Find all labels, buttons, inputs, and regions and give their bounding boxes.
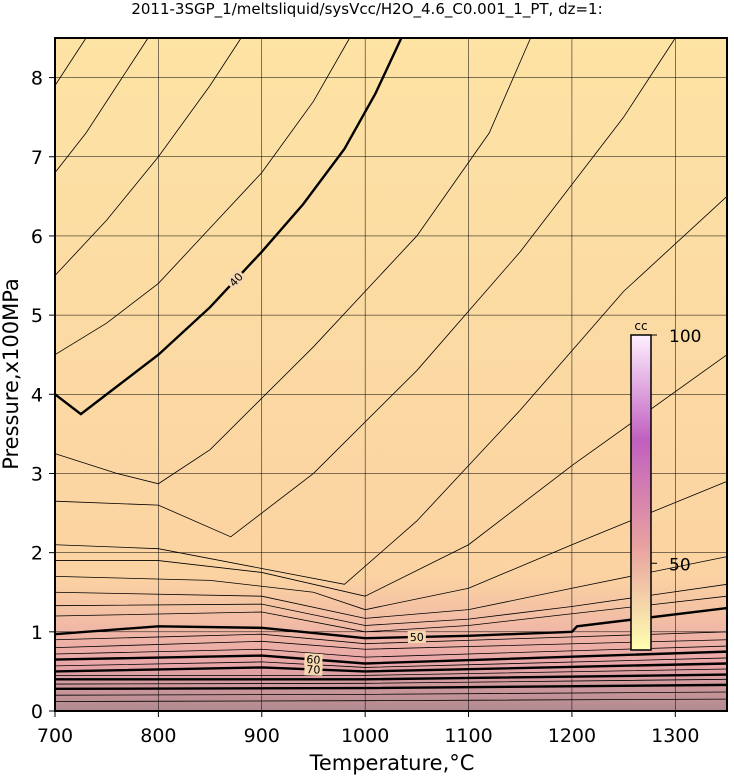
contour-line bbox=[54, 556, 728, 619]
contour-label: 70 bbox=[306, 663, 320, 677]
colorbar bbox=[630, 334, 652, 651]
contour-line bbox=[54, 678, 728, 685]
contour-line bbox=[55, 354, 728, 597]
contour-line bbox=[54, 595, 728, 633]
contour-label-bg bbox=[407, 630, 426, 644]
contour-line bbox=[54, 631, 728, 645]
contour-line bbox=[54, 683, 728, 691]
contour-line bbox=[54, 645, 728, 658]
colorbar-label: cc bbox=[634, 319, 647, 333]
contour-label-bg bbox=[225, 268, 247, 291]
chart-title: 2011-3SGP_1/meltsliquid/sysVcc/H2O_4.6_C… bbox=[131, 0, 602, 19]
contour-line bbox=[54, 691, 728, 696]
contour-label-bg bbox=[304, 663, 323, 676]
contour-line bbox=[55, 668, 728, 676]
y-tick-label: 8 bbox=[31, 68, 43, 90]
x-tick-label: 1000 bbox=[341, 725, 389, 747]
contour-line bbox=[54, 37, 149, 173]
contour-line bbox=[54, 37, 87, 86]
y-tick-label: 5 bbox=[31, 305, 43, 327]
x-tick-label: 1100 bbox=[444, 725, 492, 747]
contour-line bbox=[54, 196, 728, 585]
contour-line bbox=[55, 673, 728, 681]
contour-label-bg bbox=[304, 652, 323, 667]
x-tick-label: 800 bbox=[140, 725, 176, 747]
y-axis-label: Pressure,x100MPa bbox=[0, 278, 23, 470]
y-tick-label: 3 bbox=[31, 463, 43, 485]
y-tick-label: 6 bbox=[31, 226, 43, 248]
x-tick-label: 900 bbox=[244, 725, 280, 747]
contour-line bbox=[54, 37, 350, 356]
x-tick-label: 1200 bbox=[548, 725, 596, 747]
contour-line bbox=[54, 37, 676, 538]
plot-background bbox=[55, 38, 727, 711]
contour-line bbox=[54, 37, 242, 276]
contour-line bbox=[54, 481, 728, 611]
y-tick-label: 0 bbox=[31, 701, 43, 723]
colorbar-tick-label: 50 bbox=[669, 555, 691, 575]
plot-frame bbox=[54, 37, 728, 712]
y-tick-label: 4 bbox=[31, 384, 43, 406]
colorbar-tick-label: 100 bbox=[669, 327, 701, 347]
y-tick-label: 2 bbox=[31, 543, 43, 565]
y-tick-label: 1 bbox=[31, 622, 43, 644]
contour-label: 50 bbox=[410, 631, 424, 644]
y-tick-label: 7 bbox=[31, 147, 43, 169]
x-tick-label: 700 bbox=[37, 725, 73, 747]
contour-line bbox=[54, 698, 728, 702]
contour-line bbox=[54, 639, 728, 650]
x-tick-label: 1300 bbox=[651, 725, 699, 747]
x-axis-label: Temperature,°C bbox=[309, 751, 475, 775]
contour-line bbox=[54, 37, 531, 485]
contour-line bbox=[54, 583, 728, 626]
